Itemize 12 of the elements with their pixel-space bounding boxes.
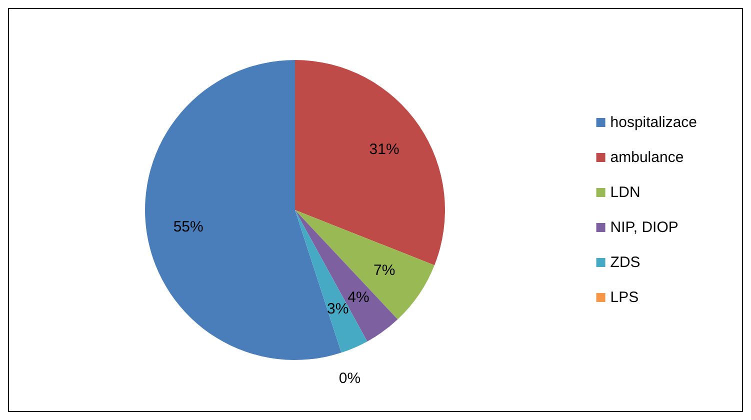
legend-label: ZDS	[610, 254, 640, 271]
data-label: 4%	[348, 288, 370, 306]
legend-label: LPS	[610, 289, 639, 306]
data-label: 31%	[369, 140, 400, 158]
data-label: 3%	[327, 300, 349, 318]
legend-label: LDN	[610, 184, 640, 201]
text: 0%	[338, 370, 361, 387]
legend-label: ambulance	[610, 149, 684, 166]
legend-label: hospitalizace	[610, 114, 697, 131]
legend-label: NIP, DIOP	[610, 219, 678, 236]
data-label: 7%	[373, 262, 396, 280]
data-label: 55%	[173, 218, 204, 236]
